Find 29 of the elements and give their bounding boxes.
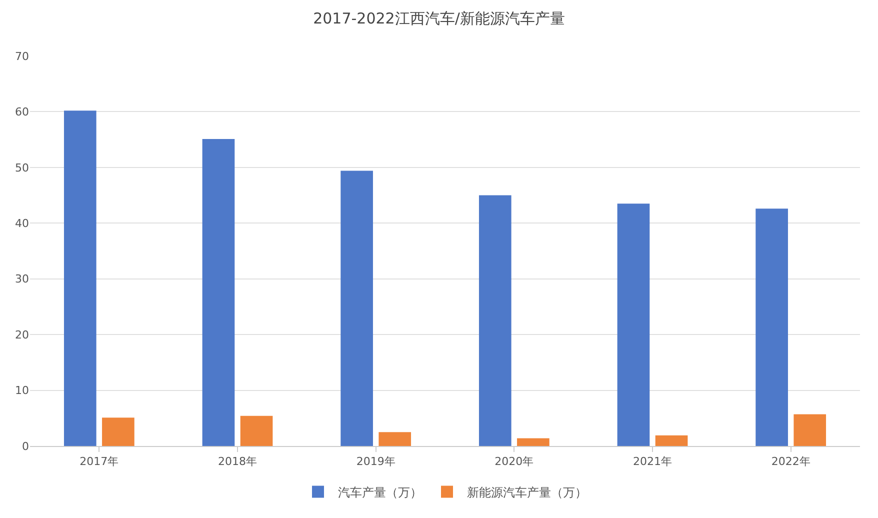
y-tick-label: 0: [22, 440, 29, 453]
bar: [202, 139, 235, 446]
y-tick-label: 10: [15, 384, 29, 398]
x-tick-label: 2017年: [80, 455, 119, 468]
bar: [64, 110, 96, 446]
legend-label: 汽车产量（万）: [338, 485, 422, 500]
bar: [756, 208, 788, 446]
bar: [102, 418, 134, 446]
bar: [655, 435, 688, 446]
bar: [378, 432, 412, 446]
bar: [340, 170, 373, 446]
bar: [240, 416, 273, 446]
legend-label: 新能源汽车产量（万）: [467, 485, 587, 500]
y-tick-label: 50: [15, 161, 29, 174]
bar: [794, 414, 826, 446]
y-tick-label: 40: [15, 216, 29, 230]
bar: [617, 204, 650, 446]
x-tick-label: 2019年: [356, 455, 396, 468]
y-tick-label: 30: [15, 272, 29, 286]
y-tick-label: 20: [15, 328, 29, 342]
y-tick-label: 70: [15, 50, 29, 63]
chart-title: 2017-2022江西汽车/新能源汽车产量: [313, 9, 565, 28]
y-tick-label: 60: [15, 106, 29, 119]
x-tick-label: 2021年: [633, 455, 672, 468]
bar: [517, 438, 550, 446]
x-tick-label: 2022年: [771, 455, 810, 468]
bar: [478, 195, 512, 446]
x-tick-label: 2018年: [218, 455, 257, 468]
x-tick-label: 2020年: [494, 455, 534, 468]
